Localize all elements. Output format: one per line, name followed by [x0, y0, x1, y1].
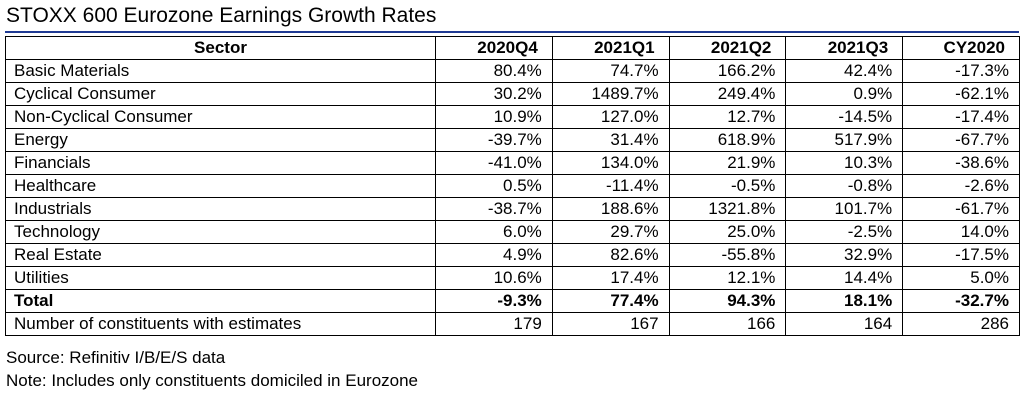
- constituents-label: Number of constituents with estimates: [5, 312, 436, 336]
- value-cell: -2.6%: [902, 174, 1020, 198]
- sector-cell: Cyclical Consumer: [5, 82, 436, 106]
- value-cell: 14.4%: [785, 266, 904, 290]
- domicile-note: Note: Includes only constituents domicil…: [6, 371, 419, 390]
- table-row: Basic Materials 80.4% 74.7% 166.2% 42.4%…: [5, 59, 1020, 83]
- value-cell: -14.5%: [785, 105, 904, 129]
- source-note: Source: Refinitiv I/B/E/S data: [6, 348, 226, 367]
- title-divider: [5, 31, 1019, 33]
- value-cell: 101.7%: [785, 197, 904, 221]
- value-cell: -0.8%: [785, 174, 904, 198]
- constituents-count-cell: 167: [551, 312, 670, 336]
- value-cell: -17.5%: [902, 243, 1020, 267]
- value-cell: 25.0%: [668, 220, 787, 244]
- sector-cell: Energy: [5, 128, 436, 152]
- value-cell: -11.4%: [551, 174, 670, 198]
- value-cell: -67.7%: [902, 128, 1020, 152]
- value-cell: 6.0%: [435, 220, 553, 244]
- column-header-2021q1: 2021Q1: [551, 36, 670, 60]
- constituents-count-cell: 179: [435, 312, 553, 336]
- value-cell: 21.9%: [668, 151, 787, 175]
- table-row: Non-Cyclical Consumer 10.9% 127.0% 12.7%…: [5, 105, 1020, 129]
- table-row: Real Estate 4.9% 82.6% -55.8% 32.9% -17.…: [5, 243, 1020, 267]
- value-cell: 29.7%: [551, 220, 670, 244]
- total-value-cell: 94.3%: [668, 289, 787, 313]
- column-header-sector: Sector: [5, 36, 436, 60]
- value-cell: 4.9%: [435, 243, 553, 267]
- constituents-count-cell: 286: [902, 312, 1020, 336]
- value-cell: 30.2%: [435, 82, 553, 106]
- total-value-cell: 77.4%: [551, 289, 670, 313]
- value-cell: 517.9%: [785, 128, 904, 152]
- table-row: Cyclical Consumer 30.2% 1489.7% 249.4% 0…: [5, 82, 1020, 106]
- value-cell: 249.4%: [668, 82, 787, 106]
- sector-cell: Non-Cyclical Consumer: [5, 105, 436, 129]
- sector-cell: Technology: [5, 220, 436, 244]
- value-cell: -61.7%: [902, 197, 1020, 221]
- header-row: Sector 2020Q4 2021Q1 2021Q2 2021Q3 CY202…: [5, 36, 1020, 60]
- value-cell: -39.7%: [435, 128, 553, 152]
- constituents-count-cell: 166: [668, 312, 787, 336]
- table-row: Energy -39.7% 31.4% 618.9% 517.9% -67.7%: [5, 128, 1020, 152]
- table-row: Utilities 10.6% 17.4% 12.1% 14.4% 5.0%: [5, 266, 1020, 290]
- value-cell: 10.6%: [435, 266, 553, 290]
- value-cell: -17.3%: [902, 59, 1020, 83]
- value-cell: -41.0%: [435, 151, 553, 175]
- sector-cell: Industrials: [5, 197, 436, 221]
- column-header-cy2020: CY2020: [902, 36, 1020, 60]
- column-header-2021q3: 2021Q3: [785, 36, 904, 60]
- value-cell: 82.6%: [551, 243, 670, 267]
- value-cell: -0.5%: [668, 174, 787, 198]
- total-value-cell: 18.1%: [785, 289, 904, 313]
- sector-cell: Financials: [5, 151, 436, 175]
- value-cell: -2.5%: [785, 220, 904, 244]
- value-cell: 0.5%: [435, 174, 553, 198]
- value-cell: 10.3%: [785, 151, 904, 175]
- sector-cell: Healthcare: [5, 174, 436, 198]
- column-header-2021q2: 2021Q2: [668, 36, 787, 60]
- value-cell: -17.4%: [902, 105, 1020, 129]
- earnings-growth-table: Sector 2020Q4 2021Q1 2021Q2 2021Q3 CY202…: [5, 36, 1020, 336]
- value-cell: -38.7%: [435, 197, 553, 221]
- value-cell: 1489.7%: [551, 82, 670, 106]
- total-label: Total: [5, 289, 436, 313]
- value-cell: 12.7%: [668, 105, 787, 129]
- table-row: Industrials -38.7% 188.6% 1321.8% 101.7%…: [5, 197, 1020, 221]
- total-value-cell: -32.7%: [902, 289, 1020, 313]
- table-row: Financials -41.0% 134.0% 21.9% 10.3% -38…: [5, 151, 1020, 175]
- footnotes: Source: Refinitiv I/B/E/S data Note: Inc…: [6, 346, 418, 392]
- table-row: Technology 6.0% 29.7% 25.0% -2.5% 14.0%: [5, 220, 1020, 244]
- value-cell: 74.7%: [551, 59, 670, 83]
- value-cell: 80.4%: [435, 59, 553, 83]
- total-value-cell: -9.3%: [435, 289, 553, 313]
- value-cell: 166.2%: [668, 59, 787, 83]
- value-cell: 134.0%: [551, 151, 670, 175]
- value-cell: 127.0%: [551, 105, 670, 129]
- value-cell: 188.6%: [551, 197, 670, 221]
- value-cell: 10.9%: [435, 105, 553, 129]
- value-cell: 1321.8%: [668, 197, 787, 221]
- value-cell: 0.9%: [785, 82, 904, 106]
- table-title: STOXX 600 Eurozone Earnings Growth Rates: [6, 4, 437, 27]
- value-cell: 32.9%: [785, 243, 904, 267]
- value-cell: -62.1%: [902, 82, 1020, 106]
- value-cell: -38.6%: [902, 151, 1020, 175]
- value-cell: -55.8%: [668, 243, 787, 267]
- value-cell: 5.0%: [902, 266, 1020, 290]
- sector-cell: Utilities: [5, 266, 436, 290]
- sector-cell: Basic Materials: [5, 59, 436, 83]
- value-cell: 14.0%: [902, 220, 1020, 244]
- column-header-2020q4: 2020Q4: [435, 36, 553, 60]
- sector-cell: Real Estate: [5, 243, 436, 267]
- value-cell: 31.4%: [551, 128, 670, 152]
- value-cell: 618.9%: [668, 128, 787, 152]
- value-cell: 12.1%: [668, 266, 787, 290]
- value-cell: 42.4%: [785, 59, 904, 83]
- table-row: Healthcare 0.5% -11.4% -0.5% -0.8% -2.6%: [5, 174, 1020, 198]
- constituents-count-cell: 164: [785, 312, 904, 336]
- constituents-row: Number of constituents with estimates 17…: [5, 312, 1020, 336]
- value-cell: 17.4%: [551, 266, 670, 290]
- total-row: Total -9.3% 77.4% 94.3% 18.1% -32.7%: [5, 289, 1020, 313]
